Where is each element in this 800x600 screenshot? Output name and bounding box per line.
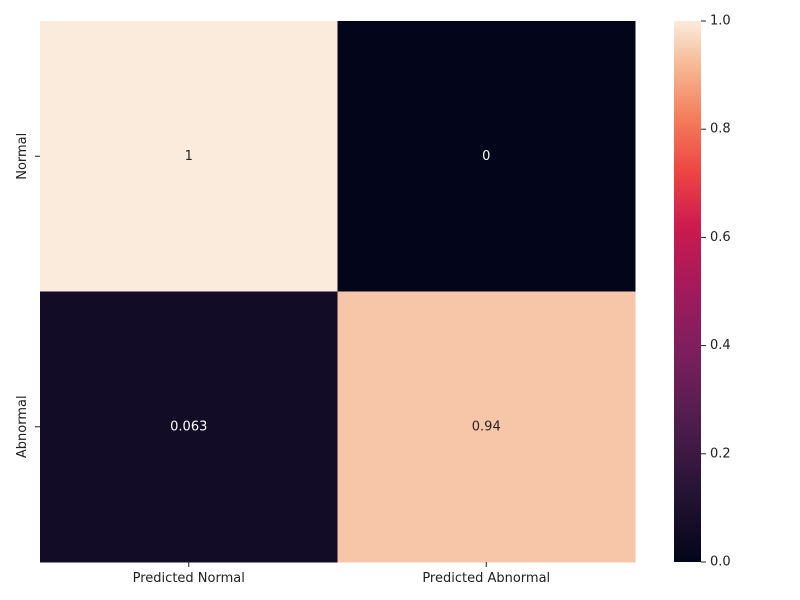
colorbar-tick-label-5: 0.8 (710, 122, 731, 137)
colorbar-tick-label-4: 0.6 (710, 230, 731, 245)
cell-annotation-r2-c1: 0.063 (170, 419, 207, 434)
colorbar-gradient (674, 21, 701, 562)
heatmap-cell-r1-c2 (337, 21, 636, 292)
y-tick-label-2: Abnormal (15, 395, 30, 458)
cell-annotation-r2-c2: 0.94 (472, 419, 501, 434)
colorbar-tick-label-1: 0.0 (710, 555, 731, 570)
y-tick-label-1: Normal (15, 133, 30, 180)
colorbar-tick-label-3: 0.4 (710, 338, 731, 353)
colorbar-axis: 0.0 0.2 0.4 0.6 0.8 1.0 (701, 14, 731, 570)
heatmap-cell-r1-c1 (40, 21, 338, 292)
x-tick-label-1: Predicted Normal (133, 571, 245, 586)
heatmap-cells (40, 21, 636, 563)
colorbar (674, 21, 701, 562)
x-tick-label-2: Predicted Abnormal (422, 571, 550, 586)
y-axis: Normal Abnormal (15, 133, 40, 458)
heatmap-cell-r2-c1 (40, 291, 338, 563)
colorbar-tick-label-6: 1.0 (710, 14, 731, 29)
cell-annotation-r1-c1: 1 (185, 149, 193, 164)
x-axis: Predicted Normal Predicted Abnormal (133, 562, 550, 586)
heatmap-annotations: 1 0 0.063 0.94 (170, 149, 501, 435)
colorbar-tick-label-2: 0.2 (710, 446, 731, 461)
cell-annotation-r1-c2: 0 (482, 149, 490, 164)
heatmap-cell-r2-c2 (337, 291, 636, 563)
